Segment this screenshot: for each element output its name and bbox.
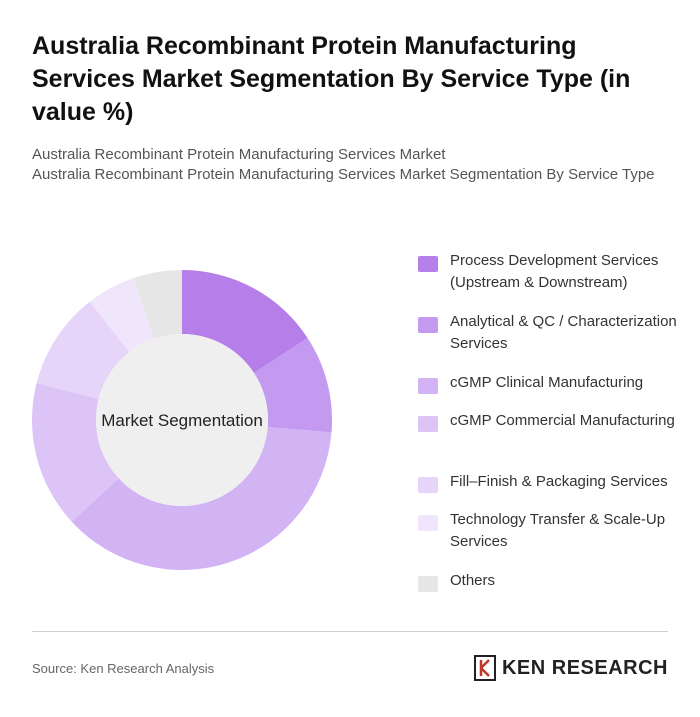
donut-slice-2	[253, 337, 332, 433]
donut-slice-3	[71, 427, 332, 570]
legend-swatch	[418, 317, 438, 333]
donut-slice-5	[36, 301, 130, 399]
legend-swatch	[418, 256, 438, 272]
legend-label: Analytical & QC / Characterization Servi…	[450, 313, 677, 352]
source-note: Source: Ken Research Analysis	[32, 661, 215, 676]
brand-logo-icon	[473, 655, 496, 681]
legend-label: Others	[450, 572, 496, 589]
legend-swatch	[418, 515, 438, 531]
brand-logo: KEN RESEARCH	[473, 654, 668, 682]
chart-title: Australia Recombinant Protein Manufactur…	[32, 32, 631, 126]
legend-label: Process Development Services (Upstream &…	[450, 252, 659, 291]
subtitle-line-2: Australia Recombinant Protein Manufactur…	[32, 166, 655, 183]
footer-divider	[32, 631, 668, 632]
subtitle-line-1: Australia Recombinant Protein Manufactur…	[32, 146, 446, 163]
legend-label: Technology Transfer & Scale-Up Services	[450, 511, 666, 550]
donut-slice-4	[31, 383, 119, 522]
legend-label: cGMP Clinical Manufacturing	[450, 374, 644, 391]
donut-center	[96, 334, 268, 506]
legend-swatch	[418, 576, 438, 592]
brand-name: KEN RESEARCH	[501, 656, 668, 679]
legend-swatch	[418, 477, 438, 493]
legend-label: cGMP Commercial Manufacturing	[450, 412, 675, 429]
chart-subtitle: Australia Recombinant Protein Manufactur…	[32, 145, 672, 185]
donut-chart: Market Segmentation	[31, 270, 332, 570]
donut-slice-1	[182, 270, 308, 373]
donut-center-label: Market Segmentation	[101, 411, 263, 430]
legend-swatch	[418, 378, 438, 394]
legend-swatch	[418, 416, 438, 432]
donut-slice-6	[89, 278, 155, 353]
donut-slice-7	[133, 270, 182, 339]
legend-label: Fill–Finish & Packaging Services	[450, 473, 668, 490]
